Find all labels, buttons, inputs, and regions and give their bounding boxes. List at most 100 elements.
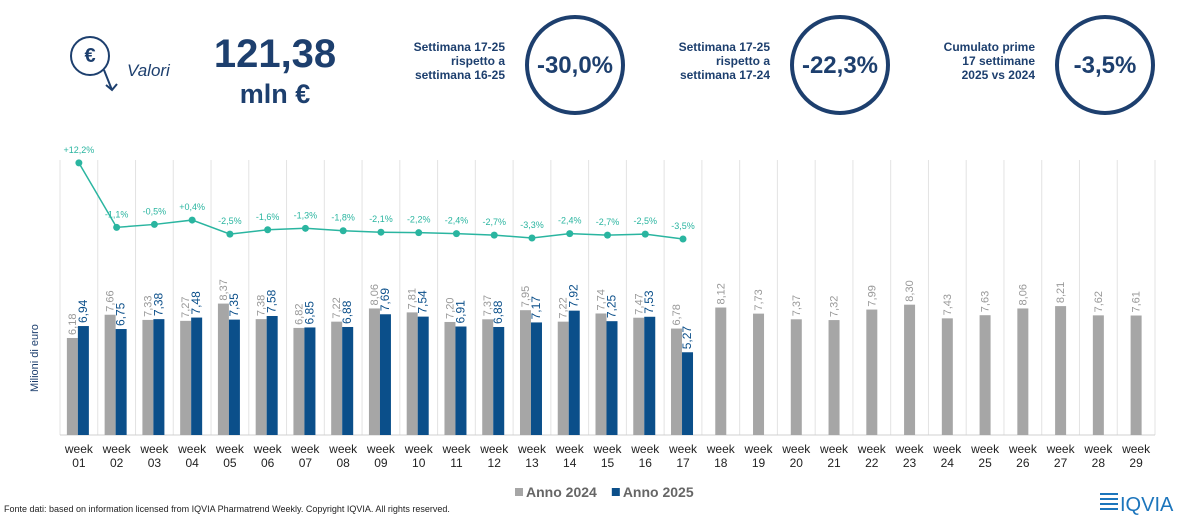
bar: [217, 303, 229, 435]
kpi-value: -30,0%: [537, 52, 613, 79]
x-tick-label: week 11: [442, 442, 471, 470]
bar: [142, 319, 154, 435]
value-label: 7,63: [980, 291, 992, 312]
bar: [104, 314, 116, 435]
change-label: -1,3%: [294, 210, 318, 220]
value-label: 7,74: [596, 289, 608, 310]
change-point: [566, 230, 574, 238]
value-label: 7,81: [407, 288, 419, 309]
legend-swatch: [611, 488, 620, 496]
logo: IQVIA: [1100, 493, 1174, 516]
x-tick-label: week 07: [291, 442, 320, 470]
bar: [866, 309, 878, 435]
change-label: -2,4%: [558, 216, 582, 226]
bar: [228, 319, 240, 435]
legend-label: Anno 2024: [526, 484, 597, 500]
change-point: [377, 228, 385, 236]
change-label: +0,4%: [179, 202, 205, 212]
bar: [568, 310, 580, 435]
x-tick-label: week 13: [517, 442, 546, 470]
change-label: -2,4%: [445, 216, 469, 226]
bar: [455, 326, 467, 435]
bar: [115, 329, 127, 435]
kpi-text: 17 settimane: [962, 54, 1035, 68]
bar: [682, 352, 694, 435]
value-label: 7,53: [642, 290, 656, 314]
bar: [66, 337, 78, 435]
value-label: 7,17: [529, 296, 543, 320]
icon-arrow: [103, 69, 118, 92]
change-point: [641, 230, 649, 238]
value-label: 7,54: [416, 290, 430, 314]
change-point: [188, 216, 196, 224]
value-label: 7,38: [256, 295, 268, 316]
header-label: Valori: [127, 61, 171, 80]
change-label: -3,3%: [520, 220, 544, 230]
bar: [1130, 315, 1142, 435]
kpi-text: Settimana 17-25: [414, 40, 506, 54]
x-tick-label: week 09: [366, 442, 395, 470]
bar: [1055, 306, 1067, 435]
value-label: 6,75: [114, 302, 128, 326]
value-label: 7,33: [142, 295, 154, 316]
x-tick-label: week 03: [140, 442, 169, 470]
value-label: 7,66: [105, 290, 117, 311]
bar: [595, 313, 607, 435]
value-label: 7,95: [520, 286, 532, 307]
header-unit: mln €: [240, 79, 311, 109]
x-tick-label: week 12: [480, 442, 509, 470]
bar: [266, 315, 278, 435]
value-label: 6,91: [453, 300, 467, 324]
x-tick-label: week 16: [631, 442, 660, 470]
kpi-text: 2025 vs 2024: [962, 68, 1036, 82]
change-point: [339, 227, 347, 235]
icon-ring: [70, 36, 110, 76]
value-label: 6,88: [491, 300, 505, 324]
change-point: [679, 235, 687, 243]
bar: [790, 319, 802, 435]
kpi-value: -22,3%: [802, 52, 878, 79]
value-label: 7,25: [605, 294, 619, 318]
bar: [753, 313, 765, 435]
x-tick-label: week 15: [593, 442, 622, 470]
bar: [715, 307, 727, 435]
source-note: Fonte dati: based on information license…: [4, 504, 450, 514]
x-tick-label: week 21: [820, 442, 849, 470]
x-tick-label: week 17: [669, 442, 698, 470]
bar: [530, 322, 542, 435]
bar: [444, 321, 456, 435]
bar: [493, 326, 505, 435]
value-label: 7,62: [1093, 291, 1105, 312]
value-label: 7,43: [942, 294, 954, 315]
x-tick-label: week 23: [895, 442, 924, 470]
x-tick-label: week 01: [64, 442, 93, 470]
bar: [191, 317, 203, 435]
value-label: 7,38: [151, 292, 165, 316]
value-label: 8,37: [218, 279, 230, 300]
change-point: [113, 223, 121, 231]
bar: [342, 326, 354, 435]
change-label: -2,5%: [634, 216, 658, 226]
value-label: 6,82: [293, 304, 305, 325]
value-label: 7,35: [227, 293, 241, 317]
legend-swatch: [515, 488, 523, 496]
header-value: 121,38: [214, 32, 336, 76]
value-label: 8,06: [369, 284, 381, 305]
kpi-text: Settimana 17-25: [679, 40, 771, 54]
x-tick-label: week 28: [1084, 442, 1113, 470]
change-point: [301, 224, 309, 232]
value-label: 8,30: [904, 280, 916, 301]
kpi-text: Cumulato prime: [944, 40, 1036, 54]
x-tick-label: week 06: [253, 442, 282, 470]
change-label: -2,7%: [482, 217, 506, 227]
change-label: -1,8%: [331, 213, 355, 223]
x-tick-label: week 08: [329, 442, 358, 470]
x-tick-label: week 18: [706, 442, 735, 470]
change-line: [78, 162, 684, 240]
change-label: -0,5%: [143, 206, 167, 216]
value-label: 7,22: [558, 297, 570, 318]
change-label: +12,2%: [63, 145, 94, 155]
value-label: 7,73: [753, 289, 765, 310]
x-tick-label: week 22: [857, 442, 886, 470]
